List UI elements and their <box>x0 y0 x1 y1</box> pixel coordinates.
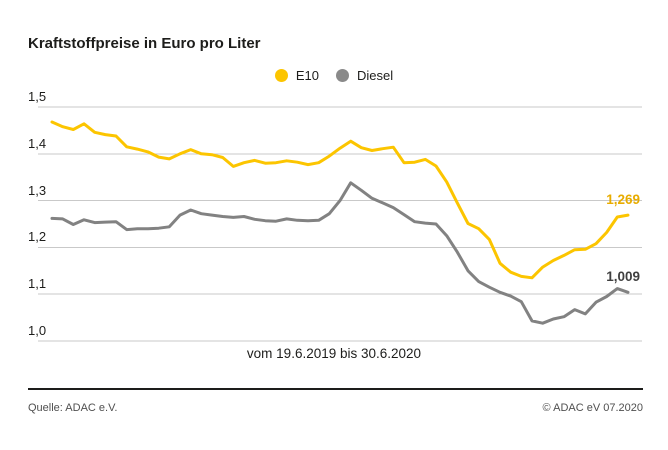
ytick-1-0: 1,0 <box>28 323 47 338</box>
legend-label-e10: E10 <box>295 68 319 83</box>
legend-item-diesel: Diesel <box>336 68 393 83</box>
footer-divider <box>28 388 643 390</box>
source-note: Quelle: ADAC e.V. <box>28 402 118 414</box>
chart-line-e10 <box>50 120 630 280</box>
chart-line-diesel <box>50 181 630 325</box>
ytick-1-2: 1,2 <box>28 229 47 244</box>
ytick-1-1: 1,1 <box>28 276 47 291</box>
chart-title: Kraftstoffpreise in Euro pro Liter <box>28 35 261 52</box>
ytick-1-3: 1,3 <box>28 183 47 198</box>
ytick-1-4: 1,4 <box>28 136 47 151</box>
copyright-note: © ADAC eV 07.2020 <box>542 402 643 414</box>
legend-item-e10: E10 <box>274 68 319 83</box>
e10-legend-dot-icon <box>274 69 288 82</box>
legend-label-diesel: Diesel <box>357 68 394 83</box>
diesel-legend-dot-icon <box>336 69 349 82</box>
date-range-caption: vom 19.6.2019 bis 30.6.2020 <box>246 346 422 361</box>
diesel-end-value-label: 1,009 <box>606 269 640 284</box>
ytick-1-5: 1,5 <box>28 89 47 104</box>
chart-legend: E10 Diesel <box>0 68 668 83</box>
e10-end-value-label: 1,269 <box>606 192 640 207</box>
